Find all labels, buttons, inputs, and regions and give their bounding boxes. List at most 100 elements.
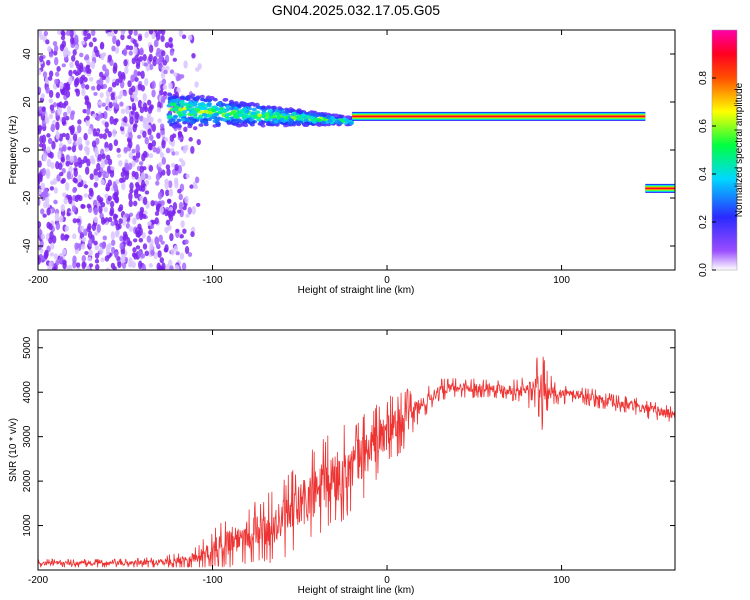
spectrogram-noise-cell	[133, 30, 138, 36]
x-tick-label: -200	[28, 275, 48, 286]
spectrogram-signal-cell	[185, 97, 191, 102]
spectrogram-noise-cell	[178, 193, 183, 201]
spectrogram-noise-cell	[156, 107, 162, 113]
spectrogram-noise-cell	[134, 181, 140, 188]
spectrogram-noise-cell	[184, 246, 190, 255]
spectrogram-signal-cell	[298, 116, 304, 120]
spectrogram-noise-cell	[147, 106, 153, 114]
spectrogram-noise-cell	[127, 80, 132, 88]
spectrogram-noise-cell	[128, 50, 133, 56]
spectrogram-noise-cell	[40, 233, 46, 240]
spectrogram-noise-cell	[41, 106, 46, 113]
spectrogram-signal-cell	[274, 108, 280, 113]
spectrogram-signal-cell	[206, 102, 212, 106]
spectrogram-noise-cell	[163, 247, 169, 253]
snr-ticks: -200 -100 0 100 1000 2000 3000 4000 5000	[22, 330, 675, 586]
snr-xlabel: Height of straight line (km)	[298, 585, 415, 596]
spectrogram-noise-cell	[121, 258, 126, 264]
spectrogram-signal-cell	[348, 121, 354, 126]
spectrogram-noise-cell	[115, 228, 120, 236]
spectrogram-noise-cell	[148, 164, 154, 172]
spectrogram-noise-cell	[151, 80, 156, 89]
spectrogram-noise-cell	[92, 128, 97, 137]
spectrogram-noise-cell	[74, 60, 80, 67]
spectrogram-noise-cell	[120, 108, 126, 115]
spectrogram-signal-cell	[233, 101, 239, 105]
colorbar-tick-label: 0.2	[698, 215, 709, 229]
spectrogram-noise-cell	[61, 102, 67, 109]
spectrogram-signal-cell	[216, 101, 222, 106]
spectrogram-noise-cell	[142, 117, 148, 123]
spectrogram-noise-cell	[104, 147, 109, 152]
spectrogram-noise-cell	[66, 170, 72, 180]
spectrogram-noise-cell	[168, 82, 173, 90]
spectrogram-signal-cell	[224, 113, 230, 117]
spectrogram-noise-cell	[50, 123, 56, 133]
spectrogram-noise-cell	[72, 49, 77, 56]
spectrogram-noise-cell	[149, 134, 154, 141]
spectrogram-noise-cell	[134, 171, 139, 180]
spectrogram-noise-cell	[98, 71, 104, 78]
spectrogram-signal-cell	[240, 101, 246, 106]
spectrogram-signal-cell	[316, 118, 322, 122]
spectrogram-signal-cell	[311, 120, 317, 124]
spectrogram-signal-cell	[171, 102, 177, 107]
spectrogram-signal-cell	[184, 118, 190, 122]
spectrogram-noise-cell	[102, 83, 108, 89]
spectrogram-noise-cell	[57, 30, 62, 35]
spectrogram-noise-cell	[137, 176, 142, 183]
spectrogram-noise-cell	[93, 207, 99, 216]
spectrogram-noise-cell	[93, 240, 98, 246]
spectrogram-noise-cell	[110, 166, 115, 171]
spectrogram-noise-cell	[172, 57, 178, 62]
spectrogram-noise-cell	[114, 46, 120, 54]
spectrogram-noise-cell	[131, 93, 136, 99]
spectrogram-noise-cell	[101, 102, 106, 107]
spectrogram-noise-cell	[67, 146, 72, 151]
spectrogram-noise-cell	[92, 113, 97, 118]
spectrogram-noise-cell	[165, 219, 171, 226]
spectrogram-noise-cell	[81, 243, 86, 250]
spectrogram-noise-cell	[105, 183, 111, 192]
spectrogram-noise-cell	[93, 175, 98, 180]
spectrogram-signal-cell	[277, 106, 283, 110]
spectrogram-noise-cell	[64, 225, 69, 232]
spectrogram-signal-cell	[190, 93, 196, 97]
spectrogram-noise-cell	[55, 121, 60, 131]
spectrogram-signal-cell	[315, 122, 321, 127]
spectrogram-noise-cell	[63, 197, 68, 205]
spectrogram-noise-cell	[44, 196, 50, 205]
spectrogram-noise-cell	[144, 122, 150, 131]
snr-frame	[37, 329, 676, 571]
spectrogram-noise-cell	[83, 228, 88, 237]
spectrogram-signal-cell	[195, 108, 201, 112]
y-tick-label: 5000	[22, 336, 33, 359]
spectrogram-noise-cell	[188, 137, 193, 142]
spectrogram-noise-cell	[137, 35, 143, 42]
spectrogram-noise-cell	[69, 112, 75, 121]
spectrogram-noise-cell	[72, 155, 78, 163]
spectrogram-noise-cell	[123, 59, 128, 67]
colorbar-ticks: 0.0 0.2 0.4 0.6 0.8	[698, 71, 716, 277]
spectrogram-noise-cell	[72, 233, 77, 240]
spectrogram-noise-cell	[75, 88, 81, 97]
spectrogram-signal-cell	[199, 94, 205, 99]
spectrogram-noise-cell	[162, 91, 168, 96]
spectrogram-noise-cell	[144, 31, 149, 39]
spectrogram-signal-cell	[172, 114, 178, 119]
spectrogram-noise-cell	[56, 174, 61, 182]
spectrogram-noise-cell	[131, 160, 136, 167]
spectrogram-noise-cell	[157, 265, 163, 270]
spectrogram-noise-cell	[138, 161, 144, 166]
spectrogram-noise-cell	[61, 63, 66, 68]
spectrogram-noise-cell	[142, 54, 147, 62]
spectrogram-noise-cell	[86, 226, 91, 233]
spectrogram-noise-cell	[72, 218, 77, 224]
spectrogram-noise-cell	[71, 145, 77, 153]
spectrogram-noise-cell	[80, 40, 86, 45]
spectrogram-noise-cell	[90, 60, 96, 70]
spectrogram-noise-cell	[110, 231, 116, 241]
spectrogram-noise-cell	[139, 195, 144, 201]
spectrogram-signal-cell	[267, 108, 273, 113]
spectrogram-noise-cell	[83, 30, 88, 37]
